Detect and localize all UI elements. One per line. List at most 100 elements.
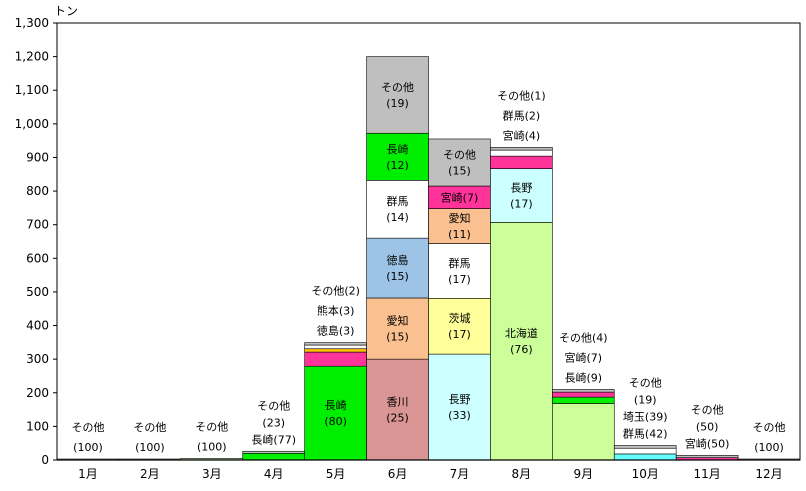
- annotation-label: その他: [195, 420, 228, 433]
- bar-segment: [304, 344, 367, 350]
- y-tick-label: 600: [26, 251, 49, 265]
- segment-label: 香川: [387, 396, 409, 409]
- segment-label: 群馬: [387, 194, 409, 208]
- bar-segment: [304, 351, 367, 367]
- y-tick-label: 400: [26, 319, 49, 333]
- x-tick-label: 6月: [388, 467, 408, 481]
- y-tick-label: 500: [26, 285, 49, 299]
- segment-label: (15): [386, 331, 409, 344]
- annotation-label: その他: [257, 399, 290, 412]
- annotation-label: (100): [197, 440, 227, 453]
- bar-segment: [613, 447, 677, 455]
- annotation-label: 宮崎(7): [564, 350, 602, 364]
- bar-segment: [552, 396, 615, 404]
- bar-segment: [366, 358, 429, 461]
- bar-segment: [304, 342, 367, 346]
- segment-label: (17): [510, 197, 533, 210]
- annotation-label: 宮崎(4): [503, 128, 541, 142]
- y-tick-label: 0: [41, 453, 49, 467]
- x-tick-label: 5月: [326, 467, 346, 481]
- segment-label: 長野: [510, 181, 532, 194]
- segment-label: (19): [386, 97, 409, 110]
- annotation-label: 長崎(77): [251, 432, 296, 446]
- y-tick-label: 900: [26, 150, 49, 164]
- bar-segment: [428, 243, 491, 299]
- bar-segment: [490, 155, 553, 169]
- annotation-label: (19): [634, 394, 657, 407]
- bar-segment: [366, 56, 429, 134]
- x-tick-label: 10月: [632, 467, 659, 481]
- annotation-label: その他(2): [311, 285, 360, 298]
- bar-segment: [366, 237, 429, 299]
- annotation-label: その他(1): [497, 89, 546, 102]
- bar-segment: [552, 391, 615, 398]
- y-tick-label: 1,200: [15, 50, 49, 64]
- annotation-label: 群馬(42): [623, 427, 668, 441]
- annotation-label: 群馬(2): [503, 108, 541, 122]
- y-tick-label: 1,000: [15, 117, 49, 131]
- y-axis-unit: トン: [54, 4, 78, 18]
- segment-label: (17): [448, 328, 471, 341]
- segment-label: その他: [381, 81, 414, 94]
- annotation-label: その他(4): [559, 331, 608, 344]
- bar-segment: [428, 208, 491, 244]
- x-tick-label: 3月: [202, 467, 222, 481]
- x-tick-label: 12月: [755, 467, 782, 481]
- annotation-label: (100): [135, 441, 165, 454]
- segment-label: (15): [386, 270, 409, 283]
- y-tick-label: 200: [26, 386, 49, 400]
- segment-label: 長崎: [387, 142, 409, 156]
- x-tick-label: 7月: [450, 467, 470, 481]
- bar-segment: [490, 168, 553, 223]
- y-tick-label: 300: [26, 352, 49, 366]
- y-tick-label: 1,300: [15, 16, 49, 30]
- bar-segment: [490, 149, 553, 157]
- annotation-label: (50): [696, 420, 719, 433]
- segment-label: 群馬: [448, 256, 470, 270]
- annotation-label: その他: [691, 403, 724, 416]
- x-tick-label: 2月: [140, 467, 160, 481]
- bar-segment: [428, 298, 491, 355]
- x-tick-label: 9月: [573, 467, 593, 481]
- segment-label: 愛知: [448, 211, 470, 225]
- bar-segment: [613, 445, 677, 449]
- x-tick-label: 8月: [512, 467, 532, 481]
- y-tick-label: 700: [26, 218, 49, 232]
- annotation-label: その他: [753, 421, 786, 434]
- segment-label: (15): [448, 165, 471, 178]
- bar-segment: [242, 450, 305, 454]
- bar-segment: [366, 180, 429, 239]
- bar-segment: [242, 452, 305, 461]
- bar-segment: [552, 389, 615, 393]
- annotation-label: 長崎(9): [564, 370, 602, 384]
- segment-label: 茨城: [448, 311, 470, 325]
- y-tick-label: 100: [26, 419, 49, 433]
- segment-label: (14): [386, 211, 409, 224]
- annotation-label: その他: [71, 421, 104, 434]
- annotation-label: 埼玉(39): [623, 410, 668, 424]
- x-tick-label: 1月: [78, 467, 98, 481]
- annotation-label: (100): [73, 441, 103, 454]
- segment-label: 愛知: [387, 314, 409, 328]
- segment-label: (25): [386, 412, 409, 425]
- annotation-label: その他: [629, 377, 662, 390]
- x-tick-label: 11月: [693, 467, 720, 481]
- bar-segment: [428, 353, 491, 461]
- annotation-label: 熊本(3): [317, 304, 355, 318]
- annotation-label: その他: [133, 421, 166, 434]
- x-tick-label: 4月: [264, 467, 284, 481]
- segment-label: (12): [386, 159, 409, 172]
- bar-segment: [490, 147, 553, 151]
- segment-label: 長崎: [325, 398, 347, 412]
- annotation-label: 徳島(3): [317, 324, 355, 338]
- y-tick-label: 1,100: [15, 83, 49, 97]
- segment-label: (17): [448, 273, 471, 286]
- bar-segment: [366, 132, 429, 181]
- annotation-label: (23): [262, 416, 285, 429]
- bar-segment: [552, 403, 615, 461]
- segment-label: その他: [443, 149, 476, 162]
- bar-segment: [428, 138, 491, 187]
- segment-label: 徳島: [387, 253, 409, 267]
- bar-segment: [366, 297, 429, 360]
